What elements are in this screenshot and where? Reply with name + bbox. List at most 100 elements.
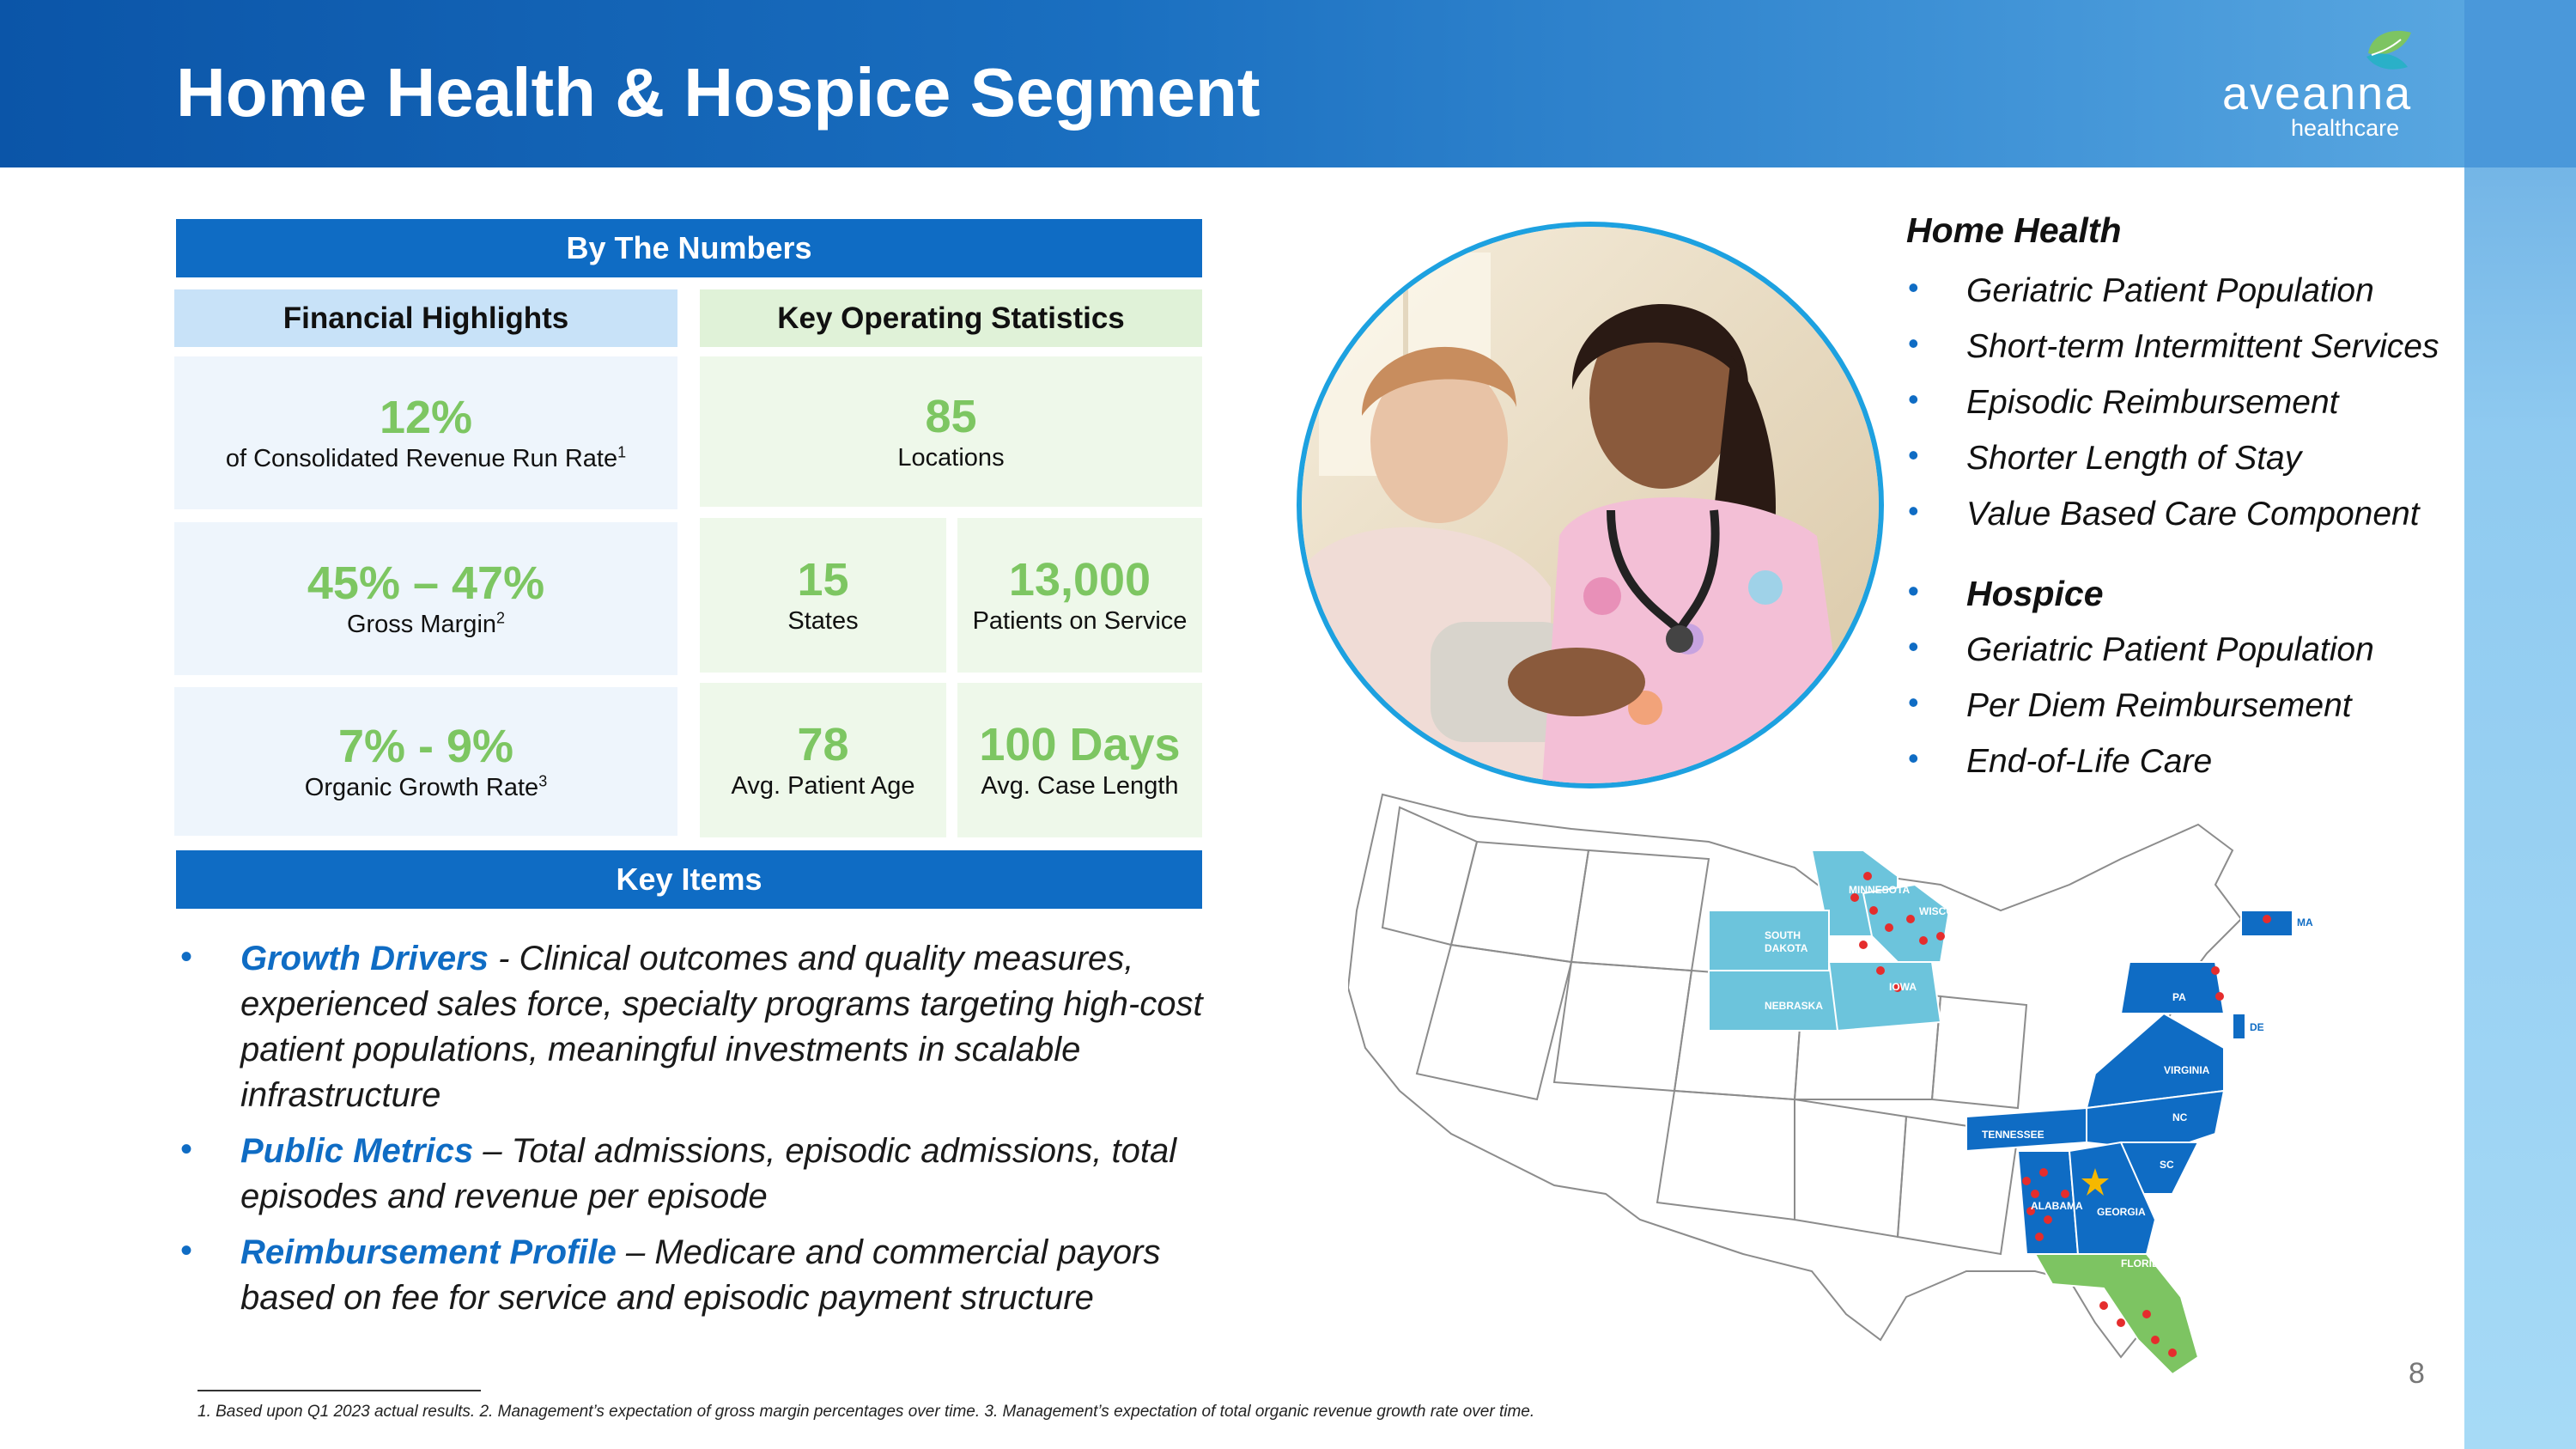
home-health-item: • Episodic Reimbursement <box>1906 380 2456 425</box>
label-minnesota: MINNESOTA <box>1849 884 1910 896</box>
states-card: 15 States <box>700 518 946 673</box>
state-florida <box>2033 1253 2200 1374</box>
label-south-dakota-1: SOUTH <box>1765 929 1801 941</box>
bullet-icon: • <box>1908 270 1919 305</box>
case-length-value: 100 Days <box>979 719 1181 770</box>
logo-leaf-icon <box>2366 30 2411 70</box>
by-the-numbers-label: By The Numbers <box>566 230 812 265</box>
service-lines-list: Home Health • Geriatric Patient Populatio… <box>1906 210 2456 795</box>
page-title: Home Health & Hospice Segment <box>176 54 1261 131</box>
home-health-item: • Short-term Intermittent Services <box>1906 324 2456 369</box>
bullet-icon: • <box>1908 685 1919 720</box>
case-length-card: 100 Days Avg. Case Length <box>957 683 1202 837</box>
aveanna-logo: aveanna healthcare <box>2215 24 2439 144</box>
patients-card: 13,000 Patients on Service <box>957 518 1202 673</box>
label-nebraska: NEBRASKA <box>1765 1000 1823 1012</box>
revenue-run-rate-label: of Consolidated Revenue Run Rate1 <box>225 443 627 472</box>
state-iowa <box>1827 961 1942 1032</box>
state-pa <box>2119 961 2226 1014</box>
state-wisconsin <box>1862 883 1951 963</box>
home-health-item: • Shorter Length of Stay <box>1906 435 2456 481</box>
key-items-label: Key Items <box>616 861 762 897</box>
states-value: 15 <box>797 554 849 606</box>
key-item-highlight: Growth Drivers <box>240 940 489 977</box>
label-pa: PA <box>2172 991 2186 1003</box>
label-ma: MA <box>2297 916 2313 928</box>
patients-value: 13,000 <box>1008 554 1151 606</box>
label-sc: SC <box>2160 1159 2174 1171</box>
header-banner <box>0 0 2464 167</box>
key-item-text: - Clinical outcomes and quality measures… <box>240 940 1203 1114</box>
page-number: 8 <box>2409 1357 2425 1390</box>
home-health-item: • Geriatric Patient Population <box>1906 268 2456 314</box>
revenue-run-rate-card: 12% of Consolidated Revenue Run Rate1 <box>174 356 677 509</box>
case-length-label: Avg. Case Length <box>981 772 1179 800</box>
footnote-ref-2: 2 <box>496 609 506 627</box>
gross-margin-value: 45% – 47% <box>307 557 545 609</box>
key-item-growth-drivers: • Growth Drivers - Clinical outcomes and… <box>176 936 1241 1118</box>
key-operating-statistics-label: Key Operating Statistics <box>777 301 1125 335</box>
location-markers <box>1850 872 2271 1357</box>
revenue-run-rate-value: 12% <box>379 392 473 443</box>
hospice-heading: • Hospice <box>1906 571 2456 617</box>
by-the-numbers-header: By The Numbers <box>176 219 1202 277</box>
label-florida: FLORIDA <box>2121 1257 2167 1269</box>
bullet-icon: • <box>180 1130 193 1168</box>
financial-highlights-label: Financial Highlights <box>283 301 569 335</box>
label-wisconsin: WISCONSIN <box>1919 905 1978 917</box>
bullet-icon: • <box>1908 381 1919 417</box>
bullet-icon: • <box>1908 573 1919 608</box>
patient-age-label: Avg. Patient Age <box>731 772 915 800</box>
right-accent-band-top <box>2464 0 2576 167</box>
label-south-dakota-2: DAKOTA <box>1765 942 1808 954</box>
label-georgia: GEORGIA <box>2097 1206 2146 1218</box>
bullet-icon: • <box>180 1232 193 1269</box>
hospice-item: • Geriatric Patient Population <box>1906 627 2456 673</box>
key-item-reimbursement-profile: • Reimbursement Profile – Medicare and c… <box>176 1230 1241 1321</box>
label-nc: NC <box>2172 1111 2188 1123</box>
label-iowa: IOWA <box>1889 981 1917 993</box>
star-marker-icon <box>2081 1168 2109 1196</box>
bullet-icon: • <box>180 938 193 976</box>
organic-growth-card: 7% - 9% Organic Growth Rate3 <box>174 687 677 836</box>
key-item-highlight: Public Metrics <box>240 1132 474 1170</box>
state-virginia <box>2085 1012 2225 1110</box>
organic-growth-value: 7% - 9% <box>337 720 514 772</box>
gross-margin-card: 45% – 47% Gross Margin2 <box>174 522 677 675</box>
label-de: DE <box>2250 1021 2264 1033</box>
state-de <box>2232 1013 2246 1040</box>
caregiver-patient-photo <box>1297 222 1884 788</box>
key-item-highlight: Reimbursement Profile <box>240 1233 617 1271</box>
key-item-text: – Medicare and commercial payors based o… <box>240 1233 1161 1317</box>
hospice-item: • Per Diem Reimbursement <box>1906 683 2456 728</box>
key-item-text: – Total admissions, episodic admissions,… <box>240 1132 1177 1215</box>
home-health-heading: Home Health <box>1906 210 2122 250</box>
key-operating-statistics-header: Key Operating Statistics <box>700 289 1202 347</box>
footnote-ref-1: 1 <box>617 443 627 461</box>
bullet-icon: • <box>1908 437 1919 472</box>
locations-card: 85 Locations <box>700 356 1202 507</box>
locations-value: 85 <box>925 390 977 442</box>
patients-label: Patients on Service <box>972 607 1188 635</box>
state-georgia <box>2068 1141 2157 1255</box>
us-locations-map: MINNESOTA WISCONSIN SOUTH DAKOTA NEBRASK… <box>1348 793 2313 1374</box>
label-virginia: VIRGINIA <box>2164 1064 2210 1076</box>
organic-growth-label: Organic Growth Rate3 <box>304 771 548 801</box>
logo-subtitle: healthcare <box>2291 115 2400 141</box>
locations-label: Locations <box>897 443 1005 472</box>
right-accent-band <box>2464 0 2576 1449</box>
hospice-item: • End-of-Life Care <box>1906 739 2456 784</box>
label-alabama: ALABAMA <box>2031 1200 2083 1212</box>
footnote-text: 1. Based upon Q1 2023 actual results. 2.… <box>197 1403 1535 1421</box>
bullet-icon: • <box>1908 740 1919 776</box>
patient-age-card: 78 Avg. Patient Age <box>700 683 946 837</box>
states-label: States <box>787 607 859 635</box>
bullet-icon: • <box>1908 326 1919 361</box>
state-tennessee <box>1965 1106 2087 1153</box>
gross-margin-label: Gross Margin2 <box>346 609 506 638</box>
home-health-item: • Value Based Care Component <box>1906 491 2456 537</box>
patient-age-value: 78 <box>797 719 849 770</box>
footnote-ref-3: 3 <box>538 771 548 789</box>
footnote-divider <box>197 1390 481 1391</box>
key-items-header: Key Items <box>176 850 1202 909</box>
